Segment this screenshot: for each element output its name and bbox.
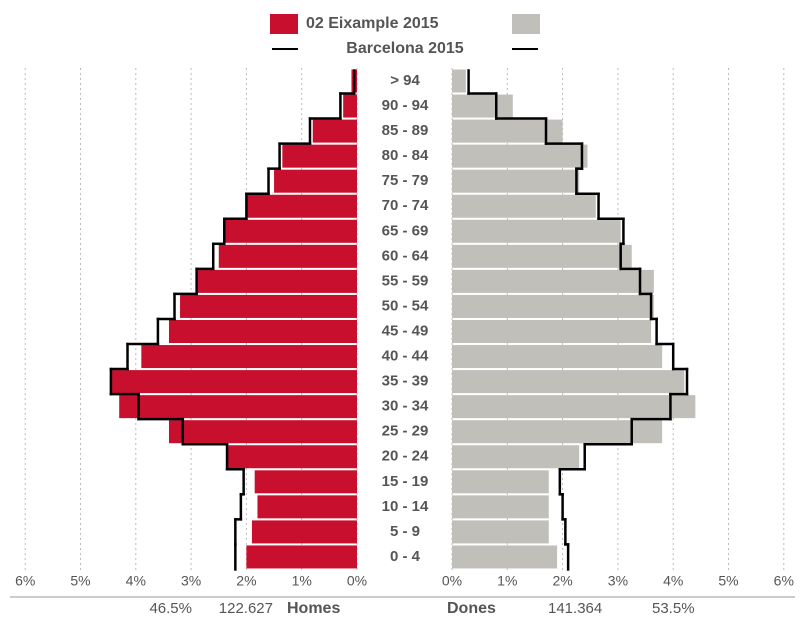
- share: 53.5%: [652, 600, 695, 617]
- category-label: > 94: [390, 72, 420, 89]
- category-label: 25 - 29: [382, 423, 429, 440]
- category-label: 35 - 39: [382, 373, 429, 390]
- bar: [452, 345, 663, 369]
- bar: [246, 545, 357, 569]
- category-label: 70 - 74: [382, 197, 429, 214]
- category-label: 85 - 89: [382, 122, 429, 139]
- category-label: 10 - 14: [382, 498, 429, 515]
- legend-label: 02 Eixample 2015: [306, 15, 439, 32]
- x-tick-label: 4%: [126, 573, 146, 589]
- x-tick-label: 3%: [181, 573, 201, 589]
- bar: [218, 244, 357, 268]
- bar: [119, 395, 358, 419]
- x-tick-label: 6%: [774, 573, 794, 589]
- bar: [227, 445, 357, 469]
- category-label: 50 - 54: [382, 297, 429, 314]
- bar: [452, 119, 563, 143]
- bar: [312, 119, 357, 143]
- bar: [452, 219, 621, 243]
- bar: [180, 294, 357, 318]
- count: 122.627: [219, 600, 273, 617]
- category-label: 55 - 59: [382, 272, 429, 289]
- category-label: 80 - 84: [382, 147, 429, 164]
- side-label: Dones: [447, 600, 496, 617]
- bar: [257, 495, 357, 519]
- x-tick-label: 1%: [497, 573, 517, 589]
- category-label: 15 - 19: [382, 473, 429, 490]
- x-tick-label: 0%: [347, 573, 367, 589]
- bar: [282, 144, 357, 168]
- x-tick-label: 1%: [292, 573, 312, 589]
- category-label: 0 - 4: [390, 548, 421, 565]
- x-tick-label: 0%: [442, 573, 462, 589]
- x-tick-label: 2%: [552, 573, 572, 589]
- side-label: Homes: [287, 600, 340, 617]
- count: 141.364: [548, 600, 602, 617]
- bar: [452, 395, 696, 419]
- x-tick-label: 6%: [15, 573, 35, 589]
- x-tick-label: 4%: [663, 573, 683, 589]
- bar: [452, 420, 663, 444]
- legend-swatch: [270, 14, 298, 34]
- bar: [274, 169, 357, 193]
- bar: [452, 69, 466, 93]
- bar: [452, 470, 549, 494]
- bar: [452, 320, 652, 343]
- bar: [452, 244, 632, 268]
- legend-swatch: [512, 14, 540, 34]
- bar: [141, 345, 357, 369]
- category-label: 40 - 44: [382, 348, 429, 365]
- bar: [254, 470, 357, 494]
- bar: [343, 94, 357, 118]
- bar: [452, 194, 596, 218]
- bar: [452, 269, 654, 293]
- bar: [196, 269, 357, 293]
- x-tick-label: 5%: [70, 573, 90, 589]
- bar: [452, 495, 549, 519]
- bar: [452, 520, 549, 544]
- legend-label: Barcelona 2015: [346, 40, 464, 57]
- x-tick-label: 3%: [608, 573, 628, 589]
- bar: [246, 194, 357, 218]
- bar: [452, 169, 580, 193]
- x-tick-label: 5%: [718, 573, 738, 589]
- bar: [452, 144, 588, 168]
- bar: [110, 370, 357, 394]
- bar: [168, 320, 357, 343]
- bar: [452, 445, 580, 469]
- category-label: 45 - 49: [382, 322, 429, 339]
- bar: [168, 420, 357, 444]
- category-label: 60 - 64: [382, 247, 429, 264]
- bar: [224, 219, 357, 243]
- bar: [452, 545, 558, 569]
- bar: [452, 370, 685, 394]
- bar: [251, 520, 357, 544]
- category-label: 65 - 69: [382, 222, 429, 239]
- bar: [452, 294, 654, 318]
- category-label: 20 - 24: [382, 448, 429, 465]
- bar: [452, 94, 513, 118]
- category-label: 90 - 94: [382, 97, 429, 114]
- category-label: 75 - 79: [382, 172, 429, 189]
- share: 46.5%: [149, 600, 192, 617]
- category-label: 30 - 34: [382, 398, 429, 415]
- x-tick-label: 2%: [236, 573, 256, 589]
- category-label: 5 - 9: [390, 523, 420, 540]
